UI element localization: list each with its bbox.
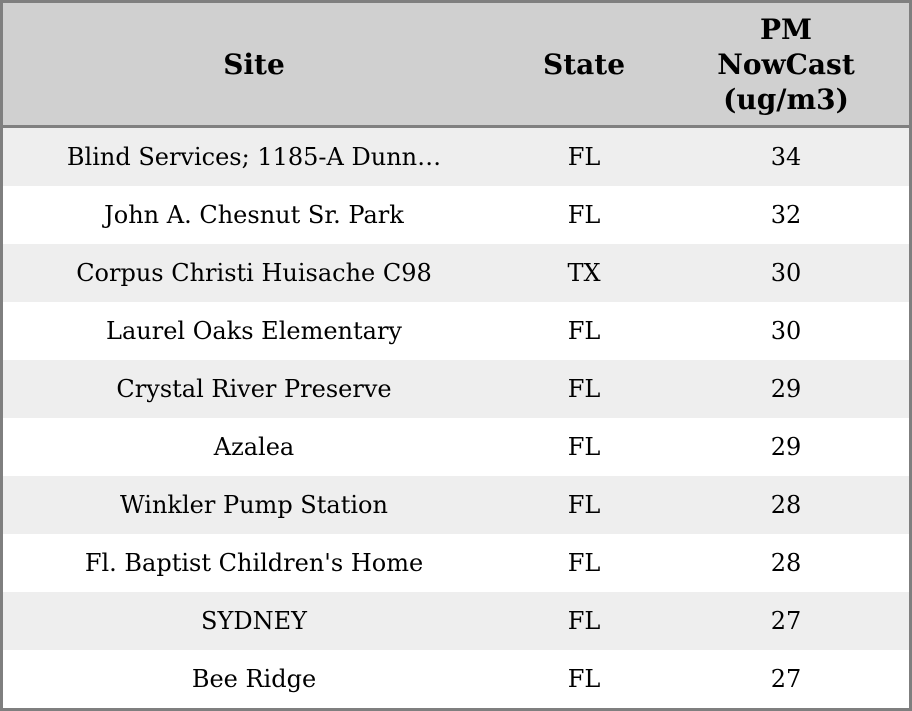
table-row: Corpus Christi Huisache C98 TX 30 — [3, 244, 909, 302]
site-cell: Winkler Pump Station — [3, 476, 505, 534]
pm-cell: 30 — [663, 302, 909, 360]
site-cell: Blind Services; 1185-A Dunn… — [3, 128, 505, 186]
pm-cell: 29 — [663, 360, 909, 418]
state-cell: TX — [505, 244, 663, 302]
site-cell: John A. Chesnut Sr. Park — [3, 186, 505, 244]
state-cell: FL — [505, 128, 663, 186]
table-body: Blind Services; 1185-A Dunn… FL 34 John A. … — [3, 128, 909, 708]
pm-cell: 27 — [663, 592, 909, 650]
state-cell: FL — [505, 360, 663, 418]
state-cell: FL — [505, 302, 663, 360]
column-header-site: Site — [3, 3, 505, 128]
site-cell: Bee Ridge — [3, 650, 505, 708]
header-row: Site State PM NowCast (ug/m3) — [3, 3, 909, 128]
pm-cell: 28 — [663, 534, 909, 592]
table-row: Crystal River Preserve FL 29 — [3, 360, 909, 418]
table-row: Laurel Oaks Elementary FL 30 — [3, 302, 909, 360]
site-cell: Corpus Christi Huisache C98 — [3, 244, 505, 302]
table-row: Fl. Baptist Children's Home FL 28 — [3, 534, 909, 592]
table-row: SYDNEY FL 27 — [3, 592, 909, 650]
pm-cell: 34 — [663, 128, 909, 186]
pm-cell: 27 — [663, 650, 909, 708]
state-cell: FL — [505, 534, 663, 592]
pm-cell: 32 — [663, 186, 909, 244]
state-cell: FL — [505, 418, 663, 476]
column-header-pm-nowcast: PM NowCast (ug/m3) — [663, 3, 909, 128]
table-row: Blind Services; 1185-A Dunn… FL 34 — [3, 128, 909, 186]
site-cell: Laurel Oaks Elementary — [3, 302, 505, 360]
column-header-state: State — [505, 3, 663, 128]
pm-cell: 28 — [663, 476, 909, 534]
table-header: Site State PM NowCast (ug/m3) — [3, 3, 909, 128]
state-cell: FL — [505, 186, 663, 244]
table-row: Bee Ridge FL 27 — [3, 650, 909, 708]
table-row: John A. Chesnut Sr. Park FL 32 — [3, 186, 909, 244]
pm-cell: 30 — [663, 244, 909, 302]
pm-cell: 29 — [663, 418, 909, 476]
site-cell: Azalea — [3, 418, 505, 476]
column-header-pm-nowcast-label: PM NowCast (ug/m3) — [717, 12, 855, 116]
table-row: Azalea FL 29 — [3, 418, 909, 476]
site-cell: Fl. Baptist Children's Home — [3, 534, 505, 592]
state-cell: FL — [505, 476, 663, 534]
state-cell: FL — [505, 650, 663, 708]
table-row: Winkler Pump Station FL 28 — [3, 476, 909, 534]
site-cell: SYDNEY — [3, 592, 505, 650]
site-cell: Crystal River Preserve — [3, 360, 505, 418]
state-cell: FL — [505, 592, 663, 650]
